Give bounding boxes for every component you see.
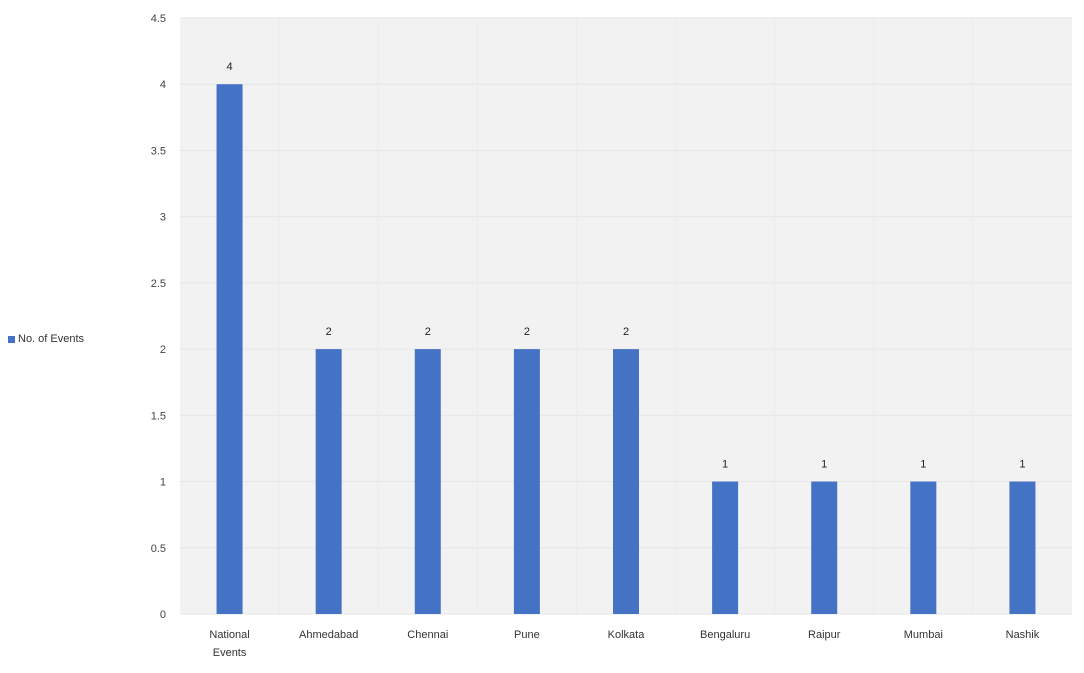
bars	[216, 84, 1036, 614]
bar	[414, 349, 441, 614]
bar	[1009, 481, 1036, 614]
x-tick-label: Raipur	[808, 629, 841, 641]
data-label: 2	[623, 326, 629, 338]
y-tick-label: 3.5	[151, 145, 166, 157]
data-label: 2	[425, 326, 431, 338]
legend-swatch	[8, 335, 15, 343]
y-tick-label: 2	[160, 344, 166, 356]
y-tick-label: 4	[160, 79, 166, 91]
data-label: 1	[821, 459, 827, 471]
x-tick-label: Mumbai	[904, 629, 943, 641]
y-tick-label: 0	[160, 609, 166, 621]
data-label: 2	[524, 326, 530, 338]
bar	[712, 481, 739, 614]
x-tick-label: National	[209, 629, 249, 641]
y-tick-label: 1.5	[151, 410, 166, 422]
x-tick-label: Ahmedabad	[299, 629, 358, 641]
x-axis-labels: National Events Ahmedabad Chennai Pune Kolkat…	[209, 629, 1039, 659]
bar	[910, 481, 937, 614]
bar	[613, 349, 639, 614]
y-axis-ticks: 0 0.5 1 1.5 2 2.5 3 3.5 4 4.5	[151, 13, 166, 621]
bar	[315, 349, 342, 614]
data-label: 4	[226, 61, 232, 73]
data-labels: 4 2 2 2 2 1 1 1 1	[226, 61, 1025, 470]
legend: No. of Events	[8, 333, 84, 345]
y-tick-label: 2.5	[151, 278, 166, 290]
bar	[216, 84, 243, 614]
x-tick-label: Kolkata	[608, 629, 646, 641]
bar	[811, 481, 838, 614]
data-label: 1	[1019, 459, 1025, 471]
data-label: 1	[920, 459, 926, 471]
y-tick-label: 1	[160, 477, 166, 489]
x-tick-label: Nashik	[1006, 629, 1040, 641]
bar	[513, 349, 540, 614]
x-tick-label: Bengaluru	[700, 629, 750, 641]
y-tick-label: 0.5	[151, 543, 166, 555]
y-tick-label: 4.5	[151, 13, 166, 25]
x-tick-label: Events	[213, 647, 247, 659]
data-label: 1	[722, 459, 728, 471]
x-tick-label: Pune	[514, 629, 540, 641]
legend-label: No. of Events	[18, 333, 85, 345]
y-tick-label: 3	[160, 212, 166, 224]
data-label: 2	[326, 326, 332, 338]
x-tick-label: Chennai	[407, 629, 448, 641]
